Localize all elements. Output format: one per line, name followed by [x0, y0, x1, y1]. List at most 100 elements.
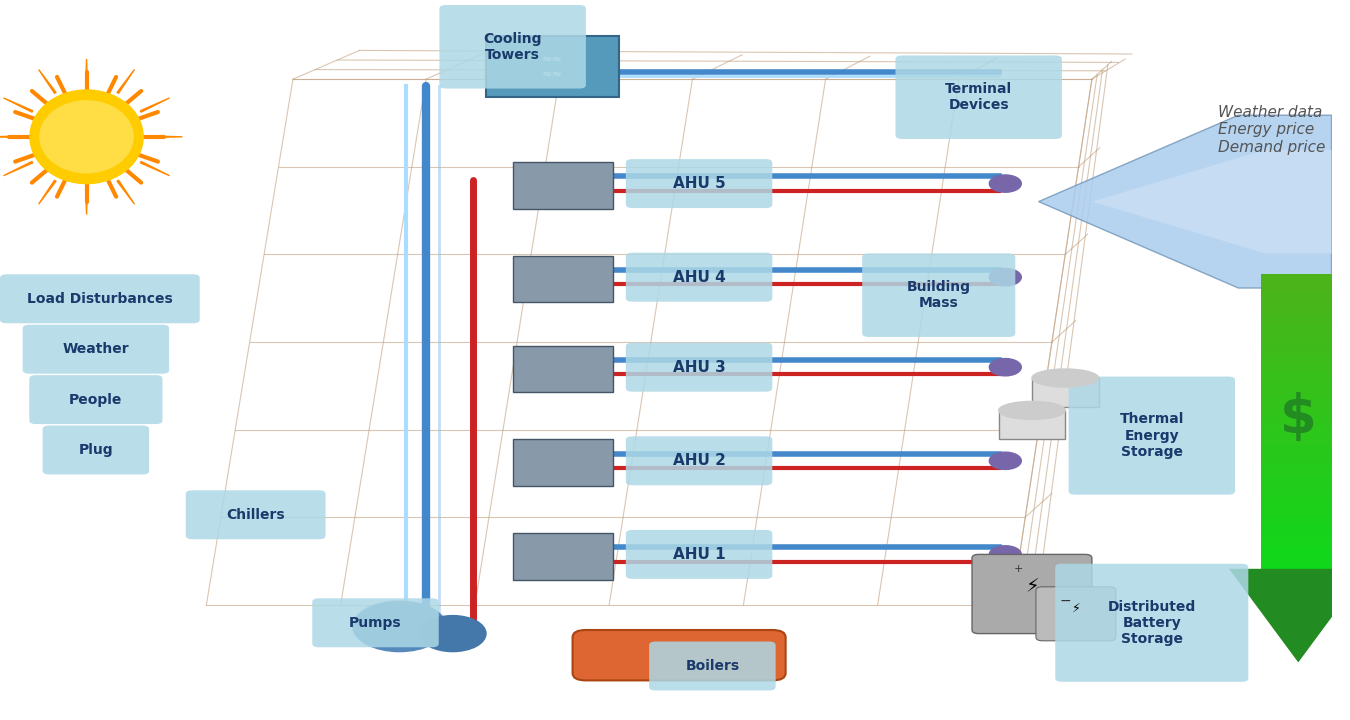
Text: Load Disturbances: Load Disturbances [27, 292, 173, 306]
FancyBboxPatch shape [1261, 455, 1335, 465]
Text: AHU 2: AHU 2 [672, 454, 725, 468]
FancyBboxPatch shape [1261, 526, 1335, 536]
Text: Chillers: Chillers [227, 508, 285, 522]
Polygon shape [140, 161, 170, 176]
Ellipse shape [1031, 369, 1099, 387]
FancyBboxPatch shape [1261, 294, 1335, 304]
Text: Weather: Weather [62, 342, 130, 356]
Circle shape [352, 601, 446, 652]
Text: Building
Mass: Building Mass [907, 280, 971, 310]
Circle shape [990, 452, 1022, 469]
Polygon shape [1092, 150, 1331, 253]
Text: +: + [1014, 564, 1023, 574]
FancyBboxPatch shape [486, 36, 620, 97]
Circle shape [990, 175, 1022, 192]
Polygon shape [117, 181, 135, 204]
FancyBboxPatch shape [1031, 378, 1099, 407]
FancyBboxPatch shape [1261, 425, 1335, 435]
FancyBboxPatch shape [1261, 284, 1335, 294]
Text: Cooling
Towers: Cooling Towers [483, 32, 541, 62]
FancyBboxPatch shape [626, 530, 772, 579]
Polygon shape [140, 98, 170, 112]
Text: $: $ [1280, 392, 1316, 444]
Ellipse shape [40, 101, 134, 173]
FancyBboxPatch shape [1261, 475, 1335, 485]
FancyBboxPatch shape [1261, 445, 1335, 455]
FancyBboxPatch shape [513, 533, 613, 580]
FancyBboxPatch shape [999, 410, 1065, 439]
Text: Weather data
Energy price
Demand price: Weather data Energy price Demand price [1218, 104, 1326, 155]
Ellipse shape [30, 90, 143, 184]
Polygon shape [39, 181, 57, 204]
FancyBboxPatch shape [1261, 324, 1335, 334]
Polygon shape [1038, 115, 1331, 288]
FancyBboxPatch shape [43, 426, 148, 474]
Circle shape [990, 269, 1022, 286]
FancyBboxPatch shape [1261, 405, 1335, 415]
FancyBboxPatch shape [1261, 364, 1335, 374]
FancyBboxPatch shape [1261, 415, 1335, 425]
Circle shape [420, 616, 486, 652]
Text: AHU 4: AHU 4 [672, 270, 725, 284]
FancyBboxPatch shape [895, 55, 1062, 139]
Polygon shape [39, 69, 57, 93]
FancyBboxPatch shape [1261, 274, 1335, 284]
FancyBboxPatch shape [1261, 566, 1335, 576]
Ellipse shape [999, 402, 1065, 420]
FancyBboxPatch shape [1261, 495, 1335, 505]
Text: ⚡: ⚡ [1072, 602, 1080, 615]
FancyBboxPatch shape [1261, 344, 1335, 354]
FancyBboxPatch shape [1261, 546, 1335, 556]
Text: ⚡: ⚡ [1025, 577, 1040, 596]
Text: Thermal
Energy
Storage: Thermal Energy Storage [1119, 413, 1184, 459]
Text: AHU 1: AHU 1 [672, 547, 725, 562]
Text: −: − [1060, 594, 1071, 608]
Text: People: People [69, 392, 123, 407]
FancyBboxPatch shape [23, 325, 169, 374]
Text: Pumps: Pumps [350, 616, 402, 630]
FancyBboxPatch shape [1261, 334, 1335, 344]
FancyBboxPatch shape [1261, 505, 1335, 516]
Text: Plug: Plug [78, 443, 113, 457]
FancyBboxPatch shape [972, 554, 1092, 634]
FancyBboxPatch shape [649, 642, 776, 690]
FancyBboxPatch shape [513, 162, 613, 209]
FancyBboxPatch shape [572, 630, 786, 680]
FancyBboxPatch shape [863, 253, 1015, 337]
Polygon shape [85, 187, 88, 215]
FancyBboxPatch shape [1261, 556, 1335, 566]
Polygon shape [117, 69, 135, 93]
Text: AHU 3: AHU 3 [672, 360, 725, 374]
Text: ≈≈
≈≈: ≈≈ ≈≈ [543, 53, 563, 81]
FancyBboxPatch shape [1261, 435, 1335, 445]
Polygon shape [0, 136, 24, 138]
FancyBboxPatch shape [1069, 377, 1235, 495]
FancyBboxPatch shape [1035, 587, 1116, 641]
FancyBboxPatch shape [626, 436, 772, 485]
FancyBboxPatch shape [626, 343, 772, 392]
FancyBboxPatch shape [30, 375, 162, 424]
FancyBboxPatch shape [1261, 314, 1335, 324]
Polygon shape [148, 136, 182, 138]
FancyBboxPatch shape [1261, 465, 1335, 475]
FancyBboxPatch shape [513, 439, 613, 486]
Polygon shape [4, 161, 32, 176]
FancyBboxPatch shape [1261, 354, 1335, 364]
FancyBboxPatch shape [1261, 304, 1335, 314]
Polygon shape [85, 59, 88, 86]
FancyBboxPatch shape [1261, 384, 1335, 395]
FancyBboxPatch shape [186, 490, 325, 539]
FancyBboxPatch shape [626, 253, 772, 302]
FancyBboxPatch shape [1261, 374, 1335, 384]
FancyBboxPatch shape [1261, 485, 1335, 495]
Circle shape [990, 359, 1022, 376]
FancyBboxPatch shape [439, 5, 586, 89]
Text: Terminal
Devices: Terminal Devices [945, 82, 1012, 112]
FancyBboxPatch shape [1056, 564, 1249, 682]
Text: Boilers: Boilers [686, 659, 740, 673]
FancyBboxPatch shape [1261, 536, 1335, 546]
FancyBboxPatch shape [0, 274, 200, 323]
FancyBboxPatch shape [1261, 516, 1335, 526]
FancyBboxPatch shape [1261, 395, 1335, 405]
Text: AHU 5: AHU 5 [672, 176, 725, 191]
